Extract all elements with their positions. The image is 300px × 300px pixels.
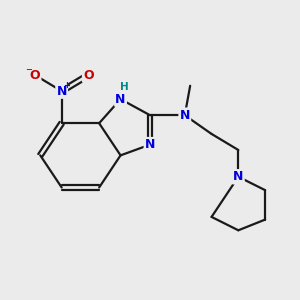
- Text: N: N: [180, 109, 190, 122]
- Text: +: +: [64, 81, 70, 90]
- Text: N: N: [116, 93, 126, 106]
- Text: N: N: [233, 170, 244, 183]
- Text: H: H: [120, 82, 129, 92]
- Text: N: N: [56, 85, 67, 98]
- Text: O: O: [83, 69, 94, 82]
- Text: O: O: [30, 69, 40, 82]
- Text: −: −: [25, 65, 32, 74]
- Text: N: N: [145, 138, 155, 151]
